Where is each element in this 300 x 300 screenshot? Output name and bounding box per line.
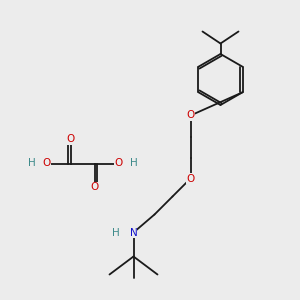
Text: O: O bbox=[90, 182, 99, 193]
Text: O: O bbox=[186, 173, 195, 184]
Text: O: O bbox=[114, 158, 123, 169]
Text: O: O bbox=[42, 158, 51, 169]
Text: H: H bbox=[130, 158, 137, 169]
Text: H: H bbox=[28, 158, 35, 169]
Text: H: H bbox=[112, 227, 119, 238]
Text: O: O bbox=[186, 110, 195, 121]
Text: N: N bbox=[130, 227, 137, 238]
Text: O: O bbox=[66, 134, 75, 145]
